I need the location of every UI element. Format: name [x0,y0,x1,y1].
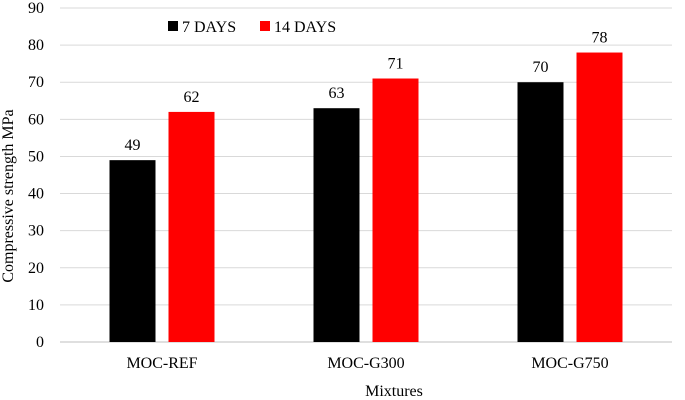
y-tick-label: 90 [28,0,44,17]
legend-swatch [168,21,178,31]
data-label: 70 [533,59,549,76]
y-axis-title: Compressive strength MPa [0,109,17,282]
x-tick-label: MOC-G750 [531,355,608,372]
y-tick-label: 70 [28,74,44,91]
x-axis-title: Mixtures [365,383,423,400]
data-label: 78 [592,30,608,47]
legend-label: 7 DAYS [182,19,236,36]
bar-14-days-moc-g750 [576,52,623,343]
y-tick-label: 20 [28,260,44,277]
data-label: 71 [388,56,404,73]
bar-14-days-moc-g300 [372,78,419,342]
y-tick-label: 30 [28,223,44,240]
data-label: 49 [125,137,141,154]
legend-swatch [260,21,270,31]
bar-14-days-moc-ref [168,111,215,343]
bar-7-days-moc-ref [109,160,156,342]
data-label: 62 [184,89,200,106]
y-tick-label: 80 [28,37,44,54]
y-tick-label: 50 [28,148,44,165]
y-tick-labels: 0 10 20 30 40 50 60 70 80 90 [28,0,44,351]
y-tick-label: 60 [28,111,44,128]
legend-item: 7 DAYS [168,19,236,36]
legend-item: 14 DAYS [260,19,336,36]
gridlines [60,7,672,343]
legend: 7 DAYS 14 DAYS [168,19,336,36]
bars: 49 62 63 71 70 78 [109,30,623,343]
y-tick-label: 10 [28,297,44,314]
x-tick-label: MOC-G300 [327,355,404,372]
x-tick-labels: MOC-REF MOC-G300 MOC-G750 [126,355,608,372]
legend-label: 14 DAYS [274,19,336,36]
data-label: 63 [329,85,345,102]
bar-7-days-moc-g750 [517,82,564,342]
y-tick-label: 0 [36,334,44,351]
bar-7-days-moc-g300 [313,108,360,342]
x-tick-label: MOC-REF [126,355,197,372]
y-tick-label: 40 [28,186,44,203]
